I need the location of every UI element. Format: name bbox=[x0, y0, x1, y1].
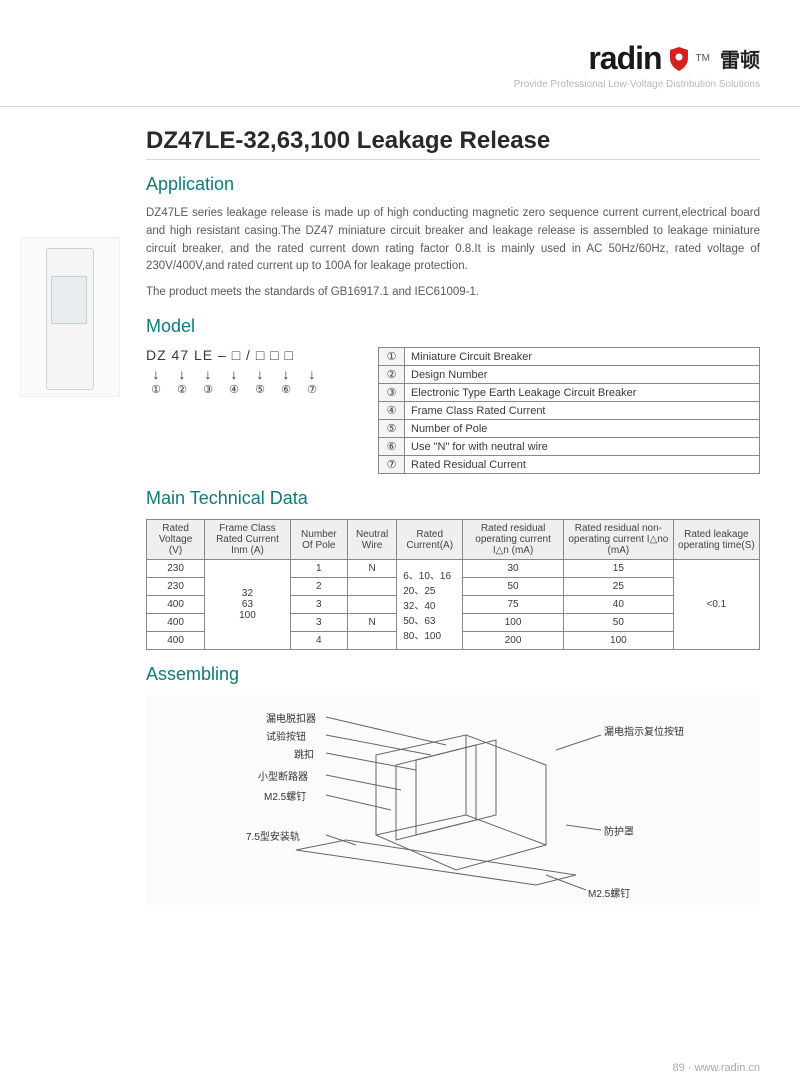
trademark: TM bbox=[696, 53, 710, 64]
heading-application: Application bbox=[146, 174, 760, 195]
page-title: DZ47LE-32,63,100 Leakage Release bbox=[146, 127, 760, 160]
table-row: ②Design Number bbox=[379, 366, 760, 384]
logo-cn: 雷顿 bbox=[720, 44, 760, 73]
footer-url: www.radin.cn bbox=[695, 1062, 760, 1074]
page-footer: 89 · www.radin.cn bbox=[673, 1062, 760, 1074]
assembly-label: 防护罩 bbox=[604, 823, 634, 838]
table-row: ①Miniature Circuit Breaker bbox=[379, 348, 760, 366]
table-row: ⑦Rated Residual Current bbox=[379, 456, 760, 474]
heading-assembling: Assembling bbox=[146, 664, 760, 685]
table-row: ⑥Use "N" for with neutral wire bbox=[379, 438, 760, 456]
brand-block: radin TM 雷顿 Provide Professional Low-Vol… bbox=[514, 40, 760, 90]
model-code-line: DZ 47 LE – □ / □ □ □ bbox=[146, 347, 356, 363]
table-row: ④Frame Class Rated Current bbox=[379, 402, 760, 420]
table-header-row: Rated Voltage (V) Frame Class Rated Curr… bbox=[147, 520, 760, 560]
assembly-label: M2.5螺钉 bbox=[264, 788, 306, 803]
assembly-label: 漏电脱扣器 bbox=[266, 710, 316, 725]
brand-tagline: Provide Professional Low-Voltage Distrib… bbox=[514, 79, 760, 90]
assembly-label: 跳扣 bbox=[294, 746, 314, 761]
shield-icon bbox=[668, 46, 690, 72]
model-nums: ① ② ③ ④ ⑤ ⑥ ⑦ bbox=[146, 383, 356, 396]
tech-table: Rated Voltage (V) Frame Class Rated Curr… bbox=[146, 519, 760, 650]
assembly-label: 漏电指示复位按钮 bbox=[604, 723, 664, 738]
page-body: DZ47LE-32,63,100 Leakage Release Applica… bbox=[0, 107, 800, 905]
legend-table: ①Miniature Circuit Breaker ②Design Numbe… bbox=[378, 347, 760, 474]
assembly-diagram: 漏电脱扣器 试验按钮 跳扣 小型断路器 M2.5螺钉 7.5型安装轨 漏电指示复… bbox=[146, 695, 760, 905]
heading-tech: Main Technical Data bbox=[146, 488, 760, 509]
assembly-label: 试验按钮 bbox=[266, 728, 306, 743]
logo-latin: radin bbox=[588, 40, 661, 77]
main-content: DZ47LE-32,63,100 Leakage Release Applica… bbox=[146, 127, 760, 905]
left-column bbox=[20, 127, 130, 905]
table-row: ③Electronic Type Earth Leakage Circuit B… bbox=[379, 384, 760, 402]
model-row: DZ 47 LE – □ / □ □ □ ① ② ③ ④ ⑤ ⑥ ⑦ ①Mini… bbox=[146, 347, 760, 474]
page-number: 89 bbox=[673, 1062, 685, 1074]
assembly-label: M2.5螺钉 bbox=[588, 885, 630, 900]
heading-model: Model bbox=[146, 316, 760, 337]
table-row: ⑤Number of Pole bbox=[379, 420, 760, 438]
application-paragraph-1: DZ47LE series leakage release is made up… bbox=[146, 205, 760, 276]
application-paragraph-2: The product meets the standards of GB169… bbox=[146, 284, 760, 302]
page-header: radin TM 雷顿 Provide Professional Low-Vol… bbox=[0, 0, 800, 100]
model-arrows bbox=[146, 367, 356, 381]
model-code-block: DZ 47 LE – □ / □ □ □ ① ② ③ ④ ⑤ ⑥ ⑦ bbox=[146, 347, 356, 396]
assembly-label: 7.5型安装轨 bbox=[246, 828, 300, 843]
assembly-label: 小型断路器 bbox=[258, 768, 308, 783]
product-image bbox=[20, 237, 120, 397]
table-row: 230 32 63 100 1 N 6、10、16 20、25 32、40 50… bbox=[147, 560, 760, 578]
